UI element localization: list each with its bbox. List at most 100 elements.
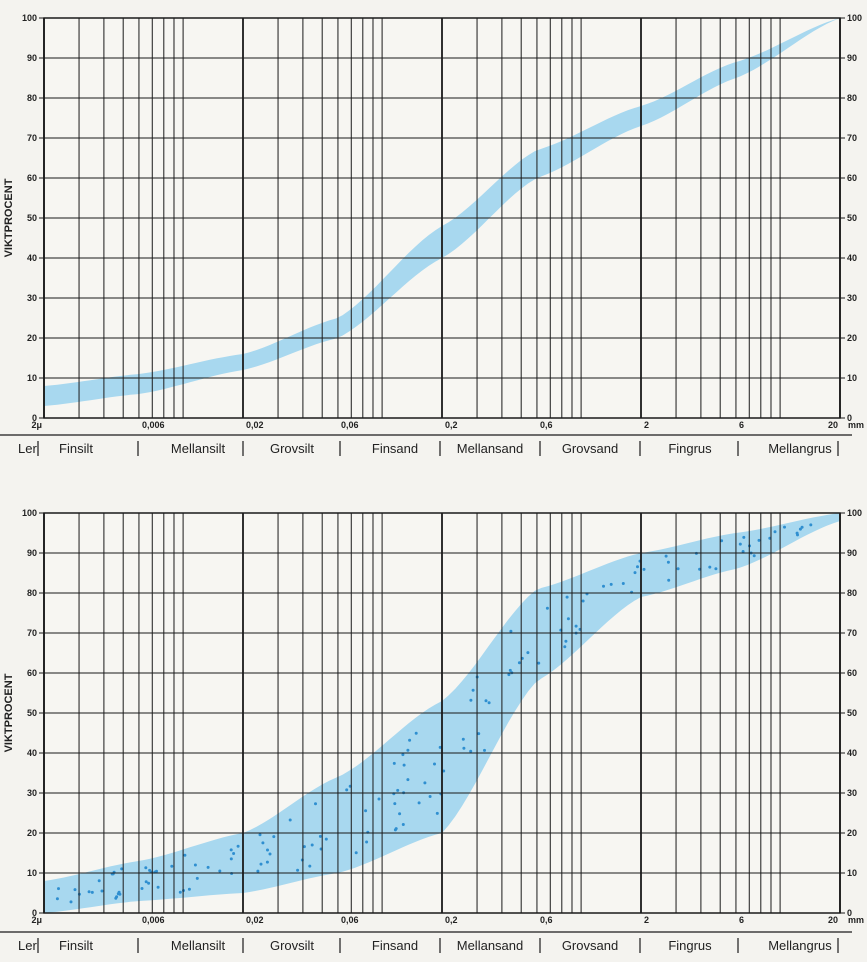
band-dot	[417, 801, 421, 805]
grain-size-chart-2: 0 0 10 10 20 20 30 30 40 40 50 50 60 60 70 70 80 80 90 90 10…	[0, 508, 864, 953]
y-tick-label-left: 10	[27, 868, 37, 878]
band-dot	[742, 535, 746, 539]
fraction-label: Mellansilt	[171, 938, 226, 953]
x-tick-label: 0,006	[142, 420, 165, 430]
band-dot	[272, 835, 276, 839]
x-tick-label: 20	[828, 915, 838, 925]
y-tick-label-right: 90	[847, 53, 857, 63]
band-dot	[752, 554, 756, 558]
x-tick-label: 6	[739, 420, 744, 430]
band-dot	[783, 525, 786, 529]
fraction-label: Finsilt	[59, 938, 93, 953]
x-tick-label: 0,6	[540, 915, 553, 925]
band-dot	[392, 761, 396, 765]
band-dot	[195, 876, 199, 880]
band-dot	[193, 863, 197, 867]
y-tick-label-left: 70	[27, 628, 37, 638]
fraction-label: Mellangrus	[768, 441, 832, 456]
band-dot	[741, 550, 745, 553]
x-tick-label: 0,2	[445, 915, 458, 925]
band-dot	[261, 841, 265, 845]
band-dot	[268, 852, 272, 856]
band-dot	[170, 864, 174, 868]
band-dot	[509, 629, 513, 633]
y-tick-label-right: 20	[847, 828, 857, 838]
band-dot	[642, 567, 646, 571]
y-tick-label-right: 80	[847, 93, 857, 103]
band-dot	[414, 731, 418, 735]
y-tick-label-left: 40	[27, 748, 37, 758]
band-dot	[664, 554, 668, 558]
band-dot	[435, 811, 439, 815]
band-dot	[206, 865, 210, 869]
y-tick-label-left: 10	[27, 373, 37, 383]
band-dot	[438, 745, 442, 749]
band-dot	[401, 753, 405, 757]
band-dot	[144, 866, 148, 870]
y-tick-label-left: 60	[27, 668, 37, 678]
band-dot	[795, 531, 799, 535]
band-dot	[57, 887, 60, 891]
y-tick-label-right: 100	[847, 13, 862, 23]
x-unit-label: mm	[848, 420, 864, 430]
band-dot	[708, 565, 712, 569]
band-dot	[461, 737, 465, 741]
y-tick-label-right: 10	[847, 868, 857, 878]
band-dot	[442, 769, 446, 773]
band-dot	[318, 834, 322, 838]
y-tick-label-left: 30	[27, 293, 37, 303]
fraction-label: Mellansilt	[171, 441, 226, 456]
band-dot	[266, 848, 269, 852]
band-dot	[236, 844, 240, 848]
y-tick-label-right: 100	[847, 508, 862, 518]
band-dot	[156, 885, 160, 889]
y-tick-label-left: 90	[27, 53, 37, 63]
y-tick-label-right: 60	[847, 173, 857, 183]
band-dot	[187, 887, 191, 891]
band-dot	[507, 673, 511, 677]
band-dot	[288, 818, 292, 822]
y-tick-label-right: 0	[847, 908, 852, 918]
band-dot	[621, 582, 625, 585]
band-dot	[471, 688, 475, 692]
band-dot	[738, 542, 742, 546]
band-dot	[345, 788, 349, 792]
y-tick-label-left: 30	[27, 788, 37, 798]
y-tick-label-right: 80	[847, 588, 857, 598]
band-dot	[183, 853, 187, 857]
band-dot	[100, 889, 104, 893]
band-dot	[314, 802, 317, 806]
band-dot	[324, 837, 328, 841]
y-axis-label: VIKTPROCENT	[3, 178, 15, 257]
band-dot	[120, 867, 124, 871]
y-tick-label-left: 90	[27, 548, 37, 558]
band-dot	[564, 639, 568, 643]
band-dot	[296, 868, 300, 872]
band-dot	[581, 599, 585, 603]
y-tick-label-left: 100	[22, 508, 37, 518]
band-dot	[574, 624, 578, 628]
band-dot	[232, 852, 236, 855]
y-tick-label-right: 30	[847, 788, 857, 798]
band-dot	[398, 812, 402, 816]
band-dot	[364, 809, 368, 813]
fraction-label: Ler	[18, 938, 37, 953]
y-tick-label-right: 50	[847, 213, 857, 223]
band-dot	[714, 567, 718, 571]
y-tick-label-left: 20	[27, 333, 37, 343]
y-tick-label-left: 70	[27, 133, 37, 143]
band-dot	[218, 869, 222, 873]
y-tick-label-right: 0	[847, 413, 852, 423]
band-dot	[396, 788, 400, 792]
band-dot	[394, 827, 398, 831]
y-tick-label-left: 100	[22, 13, 37, 23]
band-dot	[667, 578, 671, 582]
band-dot	[566, 617, 570, 621]
plot-frame	[43, 512, 841, 914]
x-tick-label: 2μ	[31, 420, 42, 430]
y-tick-label-right: 50	[847, 708, 857, 718]
y-tick-label-left: 50	[27, 213, 37, 223]
x-tick-label: 6	[739, 915, 744, 925]
band-dot	[508, 668, 512, 672]
band-dot	[402, 763, 406, 767]
